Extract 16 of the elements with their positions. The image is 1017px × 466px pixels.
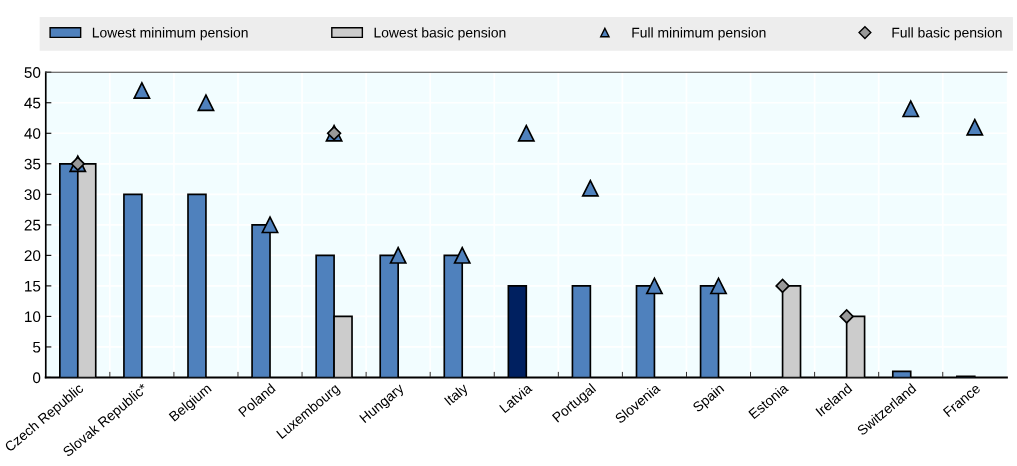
y-tick-label: 10 [25, 311, 41, 323]
legend-label: Lowest basic pension [374, 27, 506, 41]
y-tick-label: 35 [24, 158, 41, 170]
legend-label: Full basic pension [892, 27, 1002, 41]
y-tick-label: 0 [33, 372, 41, 384]
y-tick-label: 45 [24, 97, 41, 109]
legend-label: Full minimum pension [632, 27, 766, 41]
y-tick-label: 20 [24, 250, 41, 262]
y-tick-label: 5 [33, 341, 41, 353]
y-tick-label: 30 [24, 189, 41, 201]
y-tick-label: 25 [24, 219, 41, 231]
x-tick-label: Italy [443, 382, 471, 408]
legend-label: Lowest minimum pension [92, 27, 248, 41]
y-tick-label: 40 [24, 128, 41, 139]
y-tick-label: 50 [24, 67, 41, 78]
y-tick-label: 15 [25, 280, 41, 292]
